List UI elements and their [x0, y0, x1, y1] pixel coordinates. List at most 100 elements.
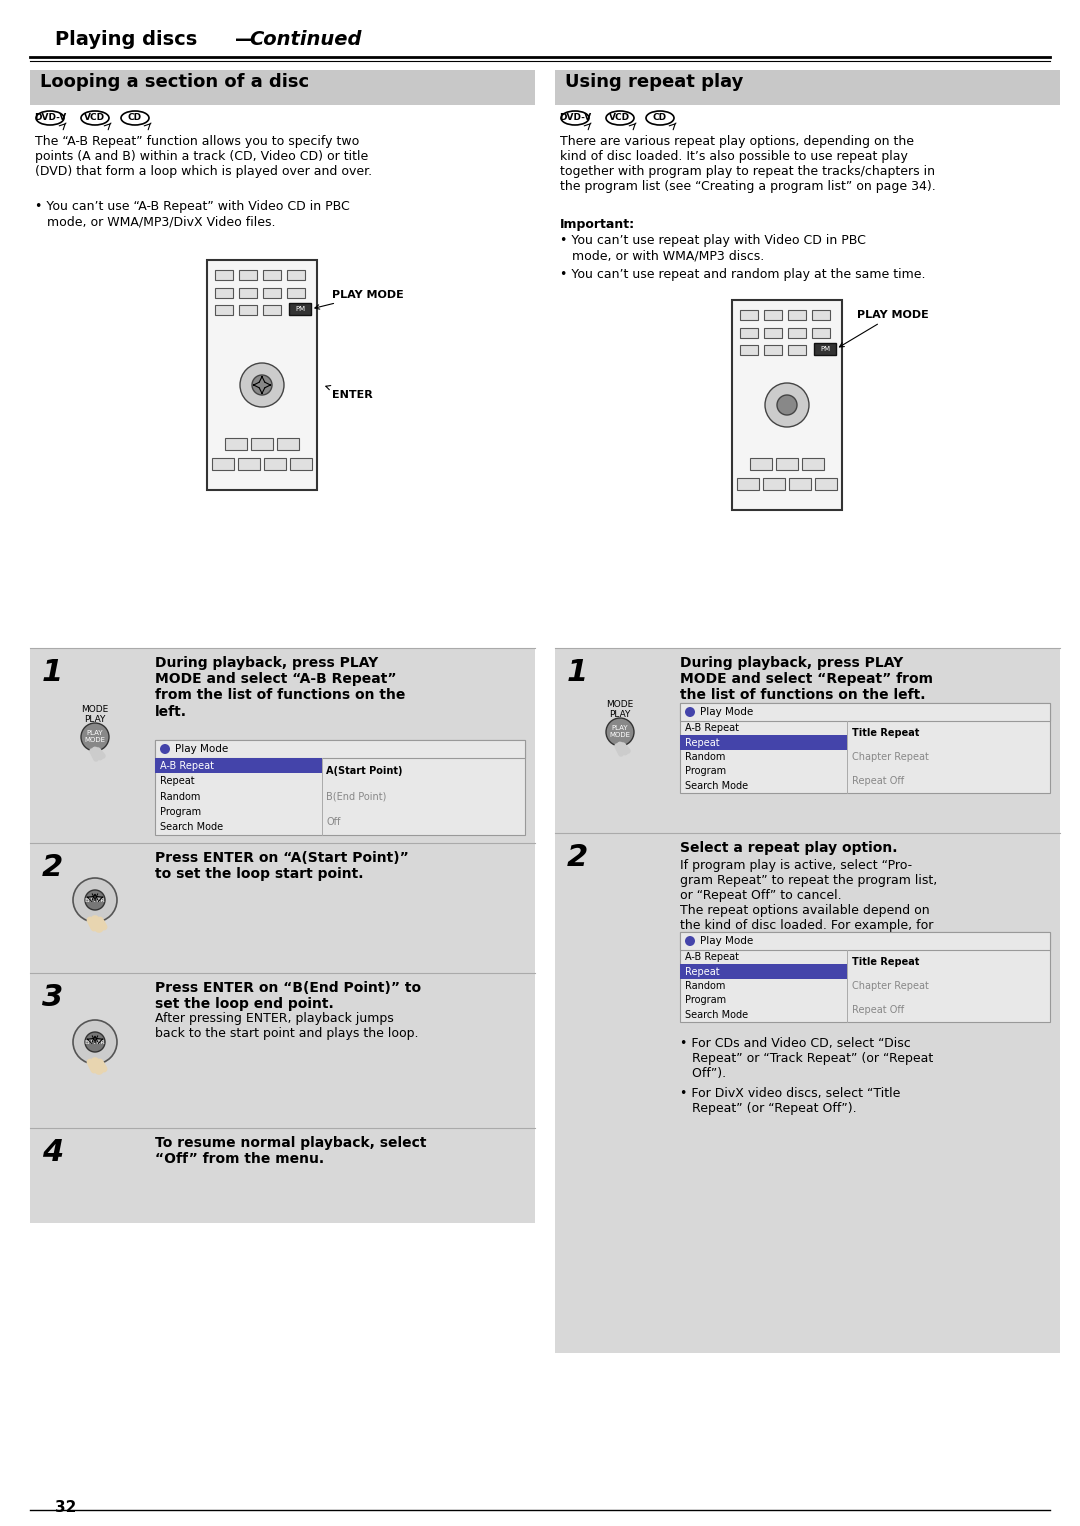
- Bar: [239, 305, 257, 314]
- Bar: [788, 345, 806, 356]
- Text: PLAY: PLAY: [84, 716, 106, 723]
- Bar: [740, 328, 758, 337]
- Text: • For DivX video discs, select “Title
   Repeat” (or “Repeat Off”).: • For DivX video discs, select “Title Re…: [680, 1087, 901, 1116]
- Bar: [289, 304, 311, 314]
- Text: A(Start Point): A(Start Point): [326, 766, 403, 775]
- Text: There are various repeat play options, depending on the
kind of disc loaded. It’: There are various repeat play options, d…: [561, 134, 935, 192]
- Bar: [207, 259, 318, 490]
- Text: Chapter Repeat: Chapter Repeat: [851, 752, 929, 761]
- Circle shape: [240, 363, 284, 407]
- Bar: [30, 974, 535, 1128]
- Text: Title Repeat: Title Repeat: [851, 957, 919, 967]
- Bar: [764, 345, 782, 356]
- Text: Press ENTER on “B(End Point)” to
set the loop end point.: Press ENTER on “B(End Point)” to set the…: [156, 981, 421, 1012]
- Bar: [750, 458, 772, 470]
- Bar: [225, 438, 247, 450]
- Bar: [239, 270, 257, 279]
- Bar: [264, 270, 281, 279]
- Bar: [740, 310, 758, 320]
- Text: Search Mode: Search Mode: [685, 781, 748, 790]
- Text: CD: CD: [127, 113, 143, 122]
- Circle shape: [777, 395, 797, 415]
- Text: • You can’t use repeat and random play at the same time.: • You can’t use repeat and random play a…: [561, 269, 926, 281]
- Text: VCD: VCD: [84, 113, 106, 122]
- Text: PLAY MODE: PLAY MODE: [839, 310, 929, 346]
- Circle shape: [160, 745, 170, 754]
- Text: PLAY: PLAY: [611, 725, 629, 731]
- Bar: [555, 833, 1059, 1354]
- Text: During playback, press PLAY
MODE and select “A-B Repeat”
from the list of functi: During playback, press PLAY MODE and sel…: [156, 656, 405, 719]
- Circle shape: [85, 890, 105, 909]
- Text: Search Mode: Search Mode: [160, 823, 224, 832]
- Bar: [764, 328, 782, 337]
- Text: PLAY: PLAY: [86, 729, 104, 736]
- Bar: [680, 703, 1050, 720]
- Bar: [30, 70, 535, 105]
- Bar: [555, 70, 1059, 105]
- Bar: [264, 305, 281, 314]
- Bar: [215, 270, 233, 279]
- Bar: [287, 270, 305, 279]
- Text: Play Mode: Play Mode: [700, 707, 753, 717]
- Bar: [788, 310, 806, 320]
- Text: Search Mode: Search Mode: [685, 1010, 748, 1019]
- Text: PLAY MODE: PLAY MODE: [315, 290, 404, 310]
- Text: 2: 2: [42, 853, 64, 882]
- Text: 3: 3: [42, 983, 64, 1012]
- Text: Using repeat play: Using repeat play: [565, 73, 743, 92]
- Bar: [156, 740, 525, 758]
- Text: If program play is active, select “Pro-
gram Repeat” to repeat the program list,: If program play is active, select “Pro- …: [680, 859, 937, 961]
- Bar: [812, 310, 831, 320]
- Text: Chapter Repeat: Chapter Repeat: [851, 981, 929, 990]
- Bar: [680, 964, 847, 978]
- Bar: [276, 438, 299, 450]
- Bar: [788, 328, 806, 337]
- Bar: [264, 458, 286, 470]
- Bar: [680, 736, 847, 749]
- Text: PM: PM: [295, 307, 305, 311]
- Text: VCD: VCD: [609, 113, 631, 122]
- Text: 32: 32: [55, 1500, 77, 1515]
- Text: Important:: Important:: [561, 218, 635, 230]
- Bar: [30, 649, 535, 842]
- Bar: [215, 305, 233, 314]
- Text: ENTER: ENTER: [84, 897, 106, 902]
- Text: • You can’t use “A-B Repeat” with Video CD in PBC
   mode, or WMA/MP3/DivX Video: • You can’t use “A-B Repeat” with Video …: [35, 200, 350, 227]
- Circle shape: [73, 1019, 117, 1064]
- Text: Program: Program: [685, 766, 726, 777]
- Text: Program: Program: [685, 995, 726, 1006]
- Bar: [156, 740, 525, 835]
- Bar: [789, 478, 811, 490]
- Bar: [815, 478, 837, 490]
- Text: Repeat Off: Repeat Off: [851, 777, 904, 786]
- Circle shape: [81, 723, 109, 751]
- Text: 1: 1: [567, 658, 589, 687]
- Text: MODE: MODE: [609, 732, 631, 739]
- Text: PLAY: PLAY: [609, 710, 631, 719]
- Bar: [239, 288, 257, 298]
- Text: PM: PM: [820, 346, 831, 353]
- Bar: [291, 458, 312, 470]
- Bar: [30, 842, 535, 974]
- Text: 4: 4: [42, 1138, 64, 1167]
- Bar: [212, 458, 234, 470]
- Bar: [680, 932, 1050, 1022]
- Text: The “A-B Repeat” function allows you to specify two
points (A and B) within a tr: The “A-B Repeat” function allows you to …: [35, 134, 373, 179]
- Bar: [802, 458, 824, 470]
- Text: Select a repeat play option.: Select a repeat play option.: [680, 841, 897, 855]
- Text: Play Mode: Play Mode: [700, 935, 753, 946]
- Text: Playing discs: Playing discs: [55, 31, 198, 49]
- Text: CD: CD: [653, 113, 667, 122]
- Text: Press ENTER on “A(Start Point)”
to set the loop start point.: Press ENTER on “A(Start Point)” to set t…: [156, 852, 408, 881]
- Text: Off: Off: [326, 816, 341, 827]
- Bar: [732, 301, 842, 510]
- Text: After pressing ENTER, playback jumps
back to the start point and plays the loop.: After pressing ENTER, playback jumps bac…: [156, 1012, 419, 1041]
- Text: Repeat: Repeat: [160, 777, 194, 786]
- Text: Random: Random: [160, 792, 201, 801]
- Text: DVD-V: DVD-V: [33, 113, 66, 122]
- Text: 1: 1: [42, 658, 64, 687]
- Text: Title Repeat: Title Repeat: [851, 728, 919, 739]
- Text: Random: Random: [685, 981, 726, 990]
- Text: Random: Random: [685, 752, 726, 761]
- Text: A-B Repeat: A-B Repeat: [685, 723, 739, 732]
